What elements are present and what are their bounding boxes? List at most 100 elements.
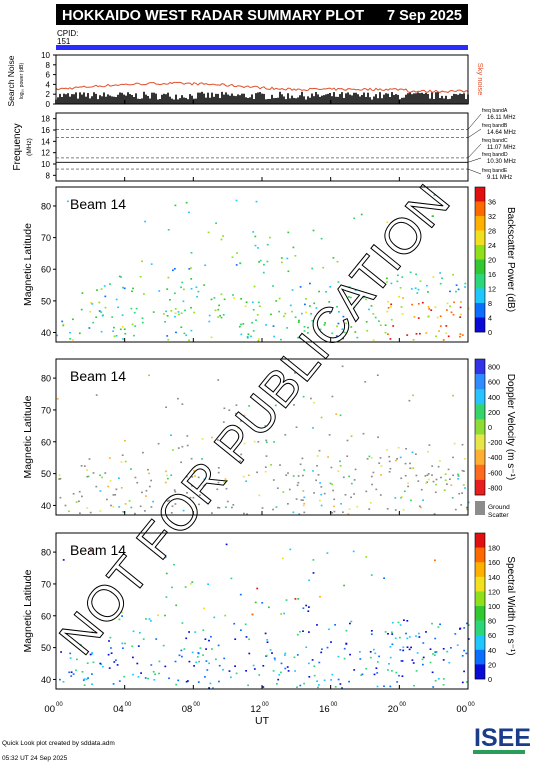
scatter-cell bbox=[244, 623, 247, 626]
colorbar-tick-label: 24 bbox=[488, 241, 496, 250]
scatter-cell bbox=[387, 300, 389, 303]
scatter-cell bbox=[72, 673, 75, 675]
scatter-cell bbox=[189, 583, 192, 585]
scatter-cell bbox=[432, 686, 435, 688]
scatter-cell bbox=[426, 284, 428, 287]
scatter-cell bbox=[166, 288, 169, 290]
scatter-cell bbox=[118, 477, 120, 479]
scatter-cell bbox=[429, 648, 432, 650]
scatter-cell bbox=[217, 439, 219, 441]
scatter-cell bbox=[349, 296, 352, 299]
scatter-cell bbox=[101, 476, 103, 479]
scatter-cell bbox=[70, 675, 73, 677]
scatter-cell bbox=[350, 435, 353, 437]
scatter-cell bbox=[359, 651, 361, 653]
scatter-cell bbox=[280, 257, 283, 259]
colorbar-tick-label: 400 bbox=[488, 393, 500, 402]
scatter-cell bbox=[278, 674, 281, 676]
scatter-cell bbox=[388, 471, 391, 473]
scatter-cell bbox=[324, 322, 326, 324]
scatter-cell bbox=[408, 648, 411, 651]
scatter-cell bbox=[412, 467, 415, 469]
scatter-cell bbox=[452, 313, 455, 316]
scatter-cell bbox=[208, 639, 210, 642]
scatter-cell bbox=[321, 648, 323, 650]
scatter-cell bbox=[427, 291, 429, 293]
scatter-cell bbox=[111, 316, 114, 318]
scatter-cell bbox=[434, 679, 437, 682]
scatter-cell bbox=[165, 470, 167, 473]
scatter-cell bbox=[320, 237, 323, 240]
scatter-cell bbox=[385, 277, 388, 280]
scatter-cells bbox=[56, 194, 470, 342]
scatter-cell bbox=[311, 659, 314, 661]
scatter-cell bbox=[300, 499, 303, 501]
scatter-cell bbox=[426, 481, 428, 483]
scatter-cell bbox=[365, 667, 368, 670]
scatter-cell bbox=[91, 652, 93, 655]
scatter-cell bbox=[446, 302, 449, 305]
scatter-cell bbox=[175, 683, 178, 686]
scatter-cell bbox=[122, 647, 124, 649]
scatter-cell bbox=[193, 471, 196, 474]
scatter-cell bbox=[407, 482, 409, 485]
scatter-cell bbox=[99, 510, 102, 512]
scatter-cell bbox=[264, 466, 267, 468]
scatter-cell bbox=[171, 586, 173, 589]
scatter-cell bbox=[193, 311, 196, 314]
scatter-cell bbox=[266, 639, 269, 641]
scatter-cell bbox=[181, 281, 184, 284]
scatter-cell bbox=[303, 330, 306, 332]
scatter-cell bbox=[109, 283, 111, 285]
scatter-cell bbox=[69, 652, 72, 655]
scatter-cell bbox=[325, 291, 327, 293]
scatter-cell bbox=[465, 681, 468, 683]
scatter-cell bbox=[334, 686, 337, 688]
scatter-cell bbox=[253, 440, 256, 443]
scatter-cell bbox=[305, 311, 307, 314]
scatter-cell bbox=[312, 427, 314, 429]
frequency-band-value: 14.64 MHz bbox=[487, 130, 516, 136]
scatter-cell bbox=[299, 684, 302, 687]
scatter-cell bbox=[190, 329, 193, 332]
scatter-cell bbox=[134, 512, 136, 515]
scatter-cell bbox=[120, 487, 123, 489]
scatter-cell bbox=[194, 475, 197, 477]
scatter-cell bbox=[121, 454, 124, 456]
scatter-cell bbox=[233, 622, 236, 625]
latitude-tick-label: 60 bbox=[41, 611, 51, 621]
scatter-cell bbox=[400, 496, 402, 499]
frequency-band-lines bbox=[56, 129, 468, 170]
scatter-cell bbox=[188, 660, 191, 663]
scatter-cell bbox=[297, 481, 300, 484]
scatter-cell bbox=[439, 282, 442, 285]
scatter-cell bbox=[397, 274, 399, 277]
scatter-cell bbox=[466, 508, 469, 511]
scatter-cell bbox=[256, 587, 259, 590]
scatter-cell bbox=[288, 488, 291, 491]
scatter-cell bbox=[191, 476, 194, 478]
scatter-cell bbox=[370, 630, 373, 632]
scatter-cell bbox=[348, 508, 351, 510]
scatter-cell bbox=[177, 447, 180, 449]
scatter-cell bbox=[401, 675, 404, 677]
scatter-cell bbox=[304, 303, 306, 306]
scatter-cell bbox=[185, 475, 188, 478]
scatter-cell bbox=[62, 681, 65, 683]
scatter-cell bbox=[417, 317, 420, 319]
scatter-cell bbox=[108, 667, 111, 669]
scatter-cell bbox=[248, 652, 251, 655]
scatter-cell bbox=[312, 470, 314, 472]
scatter-cell bbox=[173, 268, 176, 270]
scatter-cell bbox=[361, 673, 364, 676]
scatter-cell bbox=[261, 602, 264, 604]
scatter-cell bbox=[303, 511, 306, 514]
scatter-cell bbox=[425, 631, 427, 633]
latitude-tick-label: 40 bbox=[41, 328, 51, 338]
noise-tick-label: 2 bbox=[46, 90, 51, 99]
latitude-tick-label: 80 bbox=[41, 201, 51, 211]
scatter-cell bbox=[194, 506, 197, 508]
scatter-cell bbox=[132, 656, 134, 659]
scatter-cell bbox=[298, 319, 300, 322]
scatter-cell bbox=[145, 618, 147, 620]
